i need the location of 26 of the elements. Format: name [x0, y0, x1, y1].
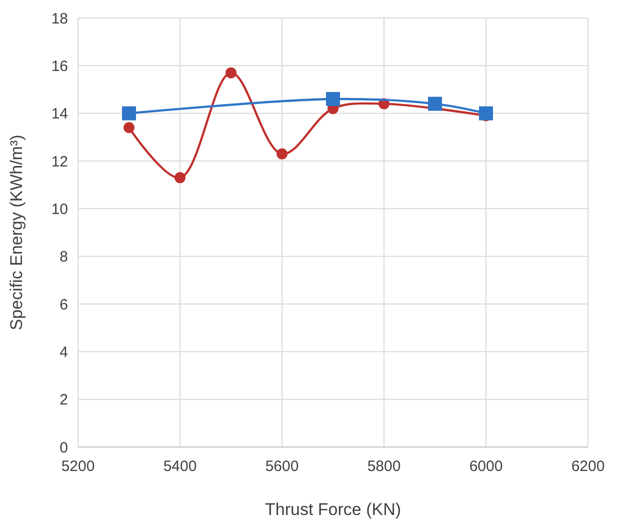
y-tick-label: 14 [51, 106, 68, 123]
y-tick-label: 18 [51, 10, 68, 28]
point [174, 172, 186, 184]
y-tick-label: 16 [51, 58, 68, 75]
y-tick-label: 2 [60, 392, 68, 409]
point [124, 122, 134, 134]
x-tick-label: 6200 [571, 458, 605, 475]
x-tick-label: 5600 [265, 458, 299, 475]
y-tick-label: 12 [51, 153, 68, 170]
point [326, 92, 340, 106]
y-tick-label: 6 [60, 296, 68, 314]
x-tick-label: 6000 [469, 458, 503, 475]
y-axis-title: Specific Energy (KWh/m³) [7, 134, 26, 330]
point [479, 106, 493, 120]
x-tick-label: 5200 [61, 458, 95, 475]
y-tick-label: 0 [60, 439, 68, 456]
y-tick-label: 4 [60, 344, 68, 361]
x-tick-label: 5400 [163, 458, 197, 475]
x-tick-label: 5800 [367, 458, 401, 475]
y-tick-label: 8 [60, 248, 68, 266]
x-axis-title: Thrust Force (KN) [264, 500, 402, 519]
point [122, 106, 136, 120]
point [276, 148, 288, 160]
point [226, 67, 236, 78]
point [428, 96, 442, 111]
y-tick-label: 10 [51, 200, 68, 218]
